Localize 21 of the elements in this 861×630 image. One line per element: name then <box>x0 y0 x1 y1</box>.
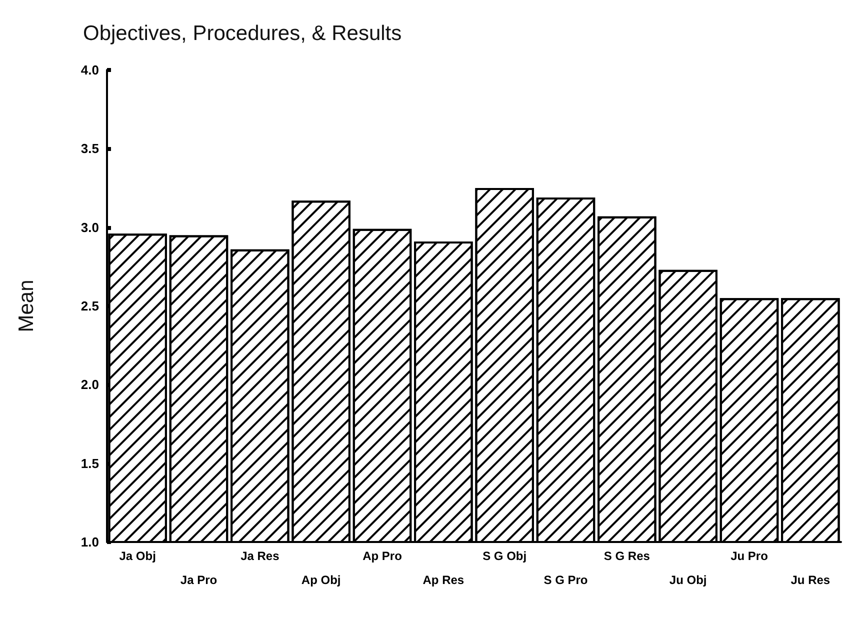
x-tick-label: Ju Obj <box>669 573 707 587</box>
y-tick-label: 2.5 <box>80 298 99 314</box>
x-tick-label: S G Res <box>604 549 650 563</box>
x-tick-label: Ap Res <box>422 573 464 587</box>
x-tick-label: Ap Obj <box>301 573 341 587</box>
x-tick-label: Ja Obj <box>119 549 156 563</box>
x-tick-label: Ja Pro <box>180 573 218 587</box>
x-tick-label: Ap Pro <box>362 549 402 563</box>
x-tick-label: Ju Res <box>790 573 830 587</box>
y-tick-label: 1.0 <box>80 534 99 550</box>
y-tick-label: 4.0 <box>80 62 99 78</box>
chart-title: Objectives, Procedures, & Results <box>83 22 402 45</box>
x-tick-label: Ja Res <box>240 549 280 563</box>
x-tick-label: S G Obj <box>482 549 527 563</box>
x-tick-label: Ju Pro <box>730 549 768 563</box>
y-tick-label: 3.0 <box>80 220 99 235</box>
y-tick-label: 1.5 <box>80 456 99 471</box>
y-axis-title: Mean <box>15 280 38 332</box>
x-tick-label: S G Pro <box>544 573 588 587</box>
y-tick-label: 2.0 <box>80 377 99 392</box>
y-tick-label: 3.5 <box>80 141 99 156</box>
